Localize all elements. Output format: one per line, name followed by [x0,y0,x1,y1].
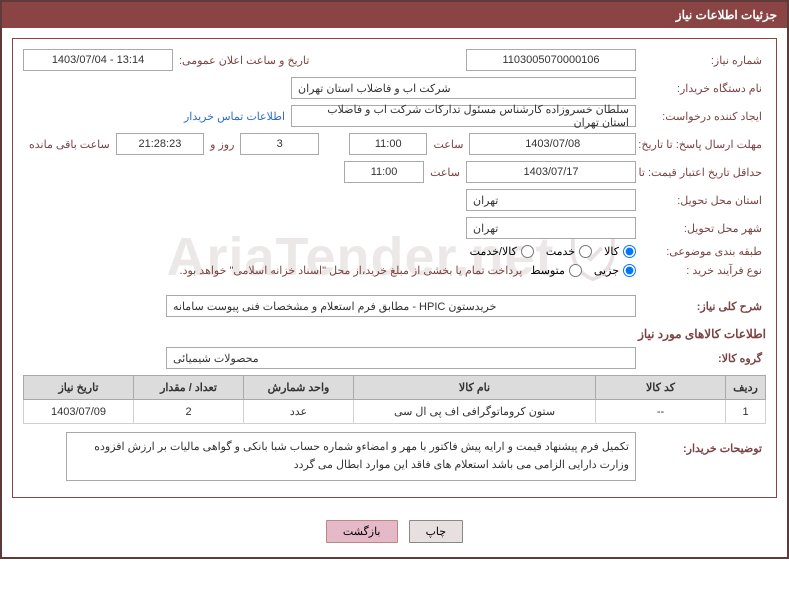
panel-body: AriaTender.net شماره نیاز: 1103005070000… [12,38,777,498]
validity-date-field: 1403/07/17 [466,161,636,183]
button-bar: چاپ بازگشت [2,508,787,557]
process-radio-medium-label: متوسط [530,264,565,277]
category-radio-service-label: خدمت [546,245,575,258]
announce-date-field: 13:14 - 1403/07/04 [23,49,173,71]
td-qty: 2 [134,400,244,424]
process-radio-group: جزیی متوسط [530,264,636,277]
buyer-notes-label: توضیحات خریدار: [636,432,766,455]
process-note: پرداخت تمام یا بخشی از مبلغ خرید،از محل … [180,264,531,277]
days-label: روز و [204,138,240,151]
announce-label: تاریخ و ساعت اعلان عمومی: [173,54,315,67]
group-label: گروه کالا: [636,352,766,365]
th-unit: واحد شمارش [244,376,354,400]
th-qty: تعداد / مقدار [134,376,244,400]
th-date: تاریخ نیاز [24,376,134,400]
countdown-field: 21:28:23 [116,133,204,155]
validity-time-field: 11:00 [344,161,424,183]
print-button[interactable]: چاپ [409,520,464,543]
remaining-label: ساعت باقی مانده [23,138,116,151]
th-row: ردیف [726,376,766,400]
process-radio-minor[interactable]: جزیی [594,264,636,277]
group-field: محصولات شیمیائی [166,347,636,369]
th-code: کد کالا [596,376,726,400]
process-radio-medium-input[interactable] [569,264,582,277]
td-name: ستون کروماتوگرافی اف پی ال سی [354,400,596,424]
reply-deadline-label: مهلت ارسال پاسخ: تا تاریخ: [636,138,766,151]
reply-time-field: 11:00 [349,133,428,155]
buyer-org-field: شرکت اب و فاضلاب استان تهران [291,77,636,99]
category-radio-group: کالا خدمت کالا/خدمت [470,245,636,258]
td-row: 1 [726,400,766,424]
category-radio-goods-input[interactable] [623,245,636,258]
items-table: ردیف کد کالا نام کالا واحد شمارش تعداد /… [23,375,766,424]
validity-label: حداقل تاریخ اعتبار قیمت: تا تاریخ: [636,166,766,179]
process-label: نوع فرآیند خرید : [636,264,766,277]
description-label: شرح کلی نیاز: [636,300,766,313]
category-radio-both-input[interactable] [521,245,534,258]
back-button[interactable]: بازگشت [326,520,398,543]
category-radio-goods-label: کالا [604,245,619,258]
td-unit: عدد [244,400,354,424]
category-radio-service[interactable]: خدمت [546,245,592,258]
process-radio-medium[interactable]: متوسط [530,264,582,277]
need-number-label: شماره نیاز: [636,54,766,67]
delivery-city-field: تهران [466,217,636,239]
delivery-province-label: استان محل تحویل: [636,194,766,207]
validity-time-label: ساعت [424,166,466,179]
td-date: 1403/07/09 [24,400,134,424]
description-field: خریدستون HPIC - مطابق فرم استعلام و مشخص… [166,295,636,317]
table-row: 1 -- ستون کروماتوگرافی اف پی ال سی عدد 2… [24,400,766,424]
category-radio-service-input[interactable] [579,245,592,258]
category-radio-both[interactable]: کالا/خدمت [470,245,534,258]
buyer-notes-field: تکمیل فرم پیشنهاد قیمت و ارایه پیش فاکتو… [66,432,636,481]
buyer-org-label: نام دستگاه خریدار: [636,82,766,95]
requester-field: سلطان خسروزاده کارشناس مسئول تدارکات شرک… [291,105,636,127]
category-label: طبقه بندی موضوعی: [636,245,766,258]
days-remaining-field: 3 [240,133,319,155]
delivery-city-label: شهر محل تحویل: [636,222,766,235]
th-name: نام کالا [354,376,596,400]
requester-label: ایجاد کننده درخواست: [636,110,766,123]
process-radio-minor-input[interactable] [623,264,636,277]
process-radio-minor-label: جزیی [594,264,619,277]
buyer-contact-link[interactable]: اطلاعات تماس خریدار [184,110,291,123]
table-header-row: ردیف کد کالا نام کالا واحد شمارش تعداد /… [24,376,766,400]
delivery-province-field: تهران [466,189,636,211]
need-number-field: 1103005070000106 [466,49,636,71]
reply-date-field: 1403/07/08 [469,133,636,155]
category-radio-goods[interactable]: کالا [604,245,636,258]
panel-title: جزئیات اطلاعات نیاز [2,2,787,28]
category-radio-both-label: کالا/خدمت [470,245,517,258]
td-code: -- [596,400,726,424]
reply-time-label: ساعت [427,138,469,151]
details-panel: جزئیات اطلاعات نیاز AriaTender.net شماره… [0,0,789,559]
items-section-title: اطلاعات کالاهای مورد نیاز [23,327,766,341]
